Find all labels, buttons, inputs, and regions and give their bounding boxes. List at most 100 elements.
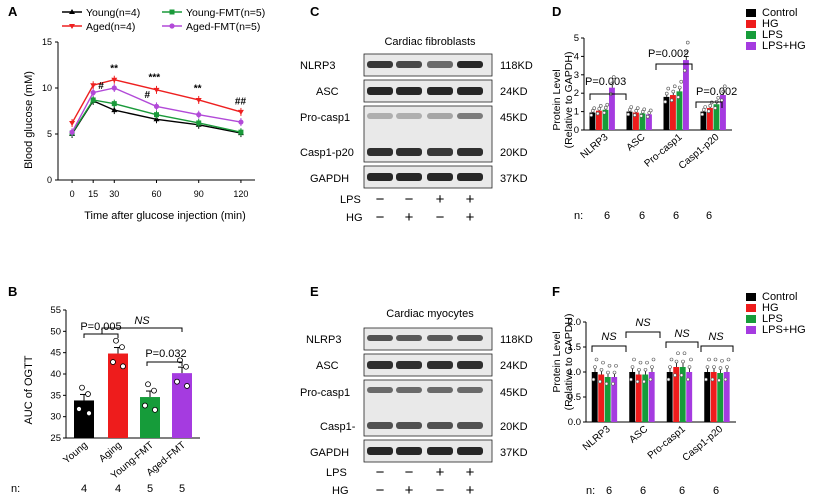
data-point [196, 112, 202, 118]
data-point [663, 100, 668, 104]
significance-bracket [655, 63, 693, 70]
data-point [597, 106, 602, 111]
y-axis-label-b: AUC of OGTT [23, 355, 35, 424]
data-point [666, 86, 671, 91]
protein-band [457, 361, 483, 369]
data-point [111, 85, 117, 91]
treatment-label-lps: LPS [340, 194, 361, 206]
data-point [629, 105, 634, 109]
data-point [153, 103, 160, 109]
n-value: 6 [706, 210, 712, 222]
y-tick-label: 4 [574, 51, 579, 62]
protein-band [457, 87, 483, 95]
legend-label: Control [762, 7, 797, 19]
x-tick-label: 0 [70, 189, 75, 199]
size-label: 45KD [500, 112, 528, 124]
legend-marker [69, 24, 75, 29]
data-point [671, 89, 676, 94]
blot-title-e: Cardiac myocytes [386, 308, 474, 320]
protein-label: ASC [316, 360, 339, 372]
data-point [666, 377, 671, 382]
data-point [648, 108, 653, 113]
n-value: 6 [679, 485, 685, 497]
sign: − [376, 464, 385, 481]
data-point [703, 105, 708, 109]
legend-marker [169, 9, 175, 15]
significance-bracket [625, 331, 661, 338]
protein-band [367, 335, 393, 341]
protein-band [457, 387, 483, 393]
bar [633, 112, 639, 130]
data-point [643, 367, 648, 372]
bar [604, 377, 611, 422]
bar [717, 373, 724, 422]
data-point [113, 337, 119, 344]
bar [700, 111, 707, 130]
legend-swatch [746, 315, 756, 323]
data-point [700, 112, 705, 117]
data-point [717, 378, 721, 383]
data-point [635, 379, 640, 384]
stat-label: P=0.003 [585, 76, 626, 88]
n-value: 6 [606, 485, 612, 497]
data-point [603, 105, 608, 110]
data-point [238, 129, 244, 135]
protein-band [427, 61, 453, 68]
data-point [611, 75, 616, 79]
data-point [668, 365, 672, 369]
legend-label: Young-FMT(n=5) [186, 7, 265, 19]
x-axis-label-a: Time after glucose injection (min) [84, 210, 246, 222]
protein-band [427, 148, 453, 156]
protein-band [367, 87, 393, 95]
data-point [713, 106, 718, 110]
data-point [650, 365, 654, 369]
legend-label: HG [762, 302, 779, 314]
y-tick-label: 25 [50, 433, 61, 444]
series-line [71, 99, 242, 134]
data-point [642, 379, 646, 384]
legend-a: Young(n=4) Aged(n=4) Young-FMT(n=5) Aged-FM… [62, 7, 265, 33]
data-point [651, 357, 656, 362]
significance-bracket [589, 93, 627, 100]
sign: + [466, 191, 475, 208]
data-point [589, 113, 594, 117]
protein-band [396, 422, 422, 429]
series-line [71, 78, 242, 124]
y-tick-label: 5 [574, 33, 579, 44]
protein-label: GAPDH [310, 447, 349, 459]
data-point [611, 381, 615, 386]
data-point [720, 358, 724, 363]
annotation: # [98, 81, 104, 92]
n-label: n: [586, 485, 595, 497]
bar [710, 372, 717, 422]
legend-swatch [746, 9, 756, 17]
bar [611, 377, 618, 422]
bar [602, 109, 609, 130]
data-point [626, 112, 631, 117]
bar [723, 372, 730, 422]
y-tick-label: 15 [42, 37, 52, 47]
x-tick-label: 15 [88, 189, 98, 199]
n-value: 4 [81, 483, 87, 495]
annotation: *** [149, 73, 161, 84]
sign: + [436, 191, 445, 208]
legend-swatch [746, 31, 756, 39]
legend-label: Aged-FMT(n=5) [186, 21, 260, 33]
data-point [637, 367, 641, 372]
x-tick-label: 60 [151, 189, 161, 199]
y-tick-label: 1.5 [568, 342, 581, 353]
y-tick-label: 55 [50, 305, 61, 316]
bar [74, 400, 94, 438]
treatment-label-hg: HG [346, 212, 363, 224]
data-point [593, 365, 597, 369]
data-point [634, 108, 639, 113]
y-axis-label-d-line2: (Relative to GAPDH) [563, 52, 575, 149]
n-value: 6 [640, 485, 646, 497]
legend-label: Aged(n=4) [86, 21, 135, 33]
legend-label: LPS [762, 29, 783, 41]
data-point [111, 77, 118, 83]
protein-band [396, 113, 422, 119]
size-label: 118KD [500, 60, 533, 72]
stat-label: P=0.002 [696, 86, 737, 98]
